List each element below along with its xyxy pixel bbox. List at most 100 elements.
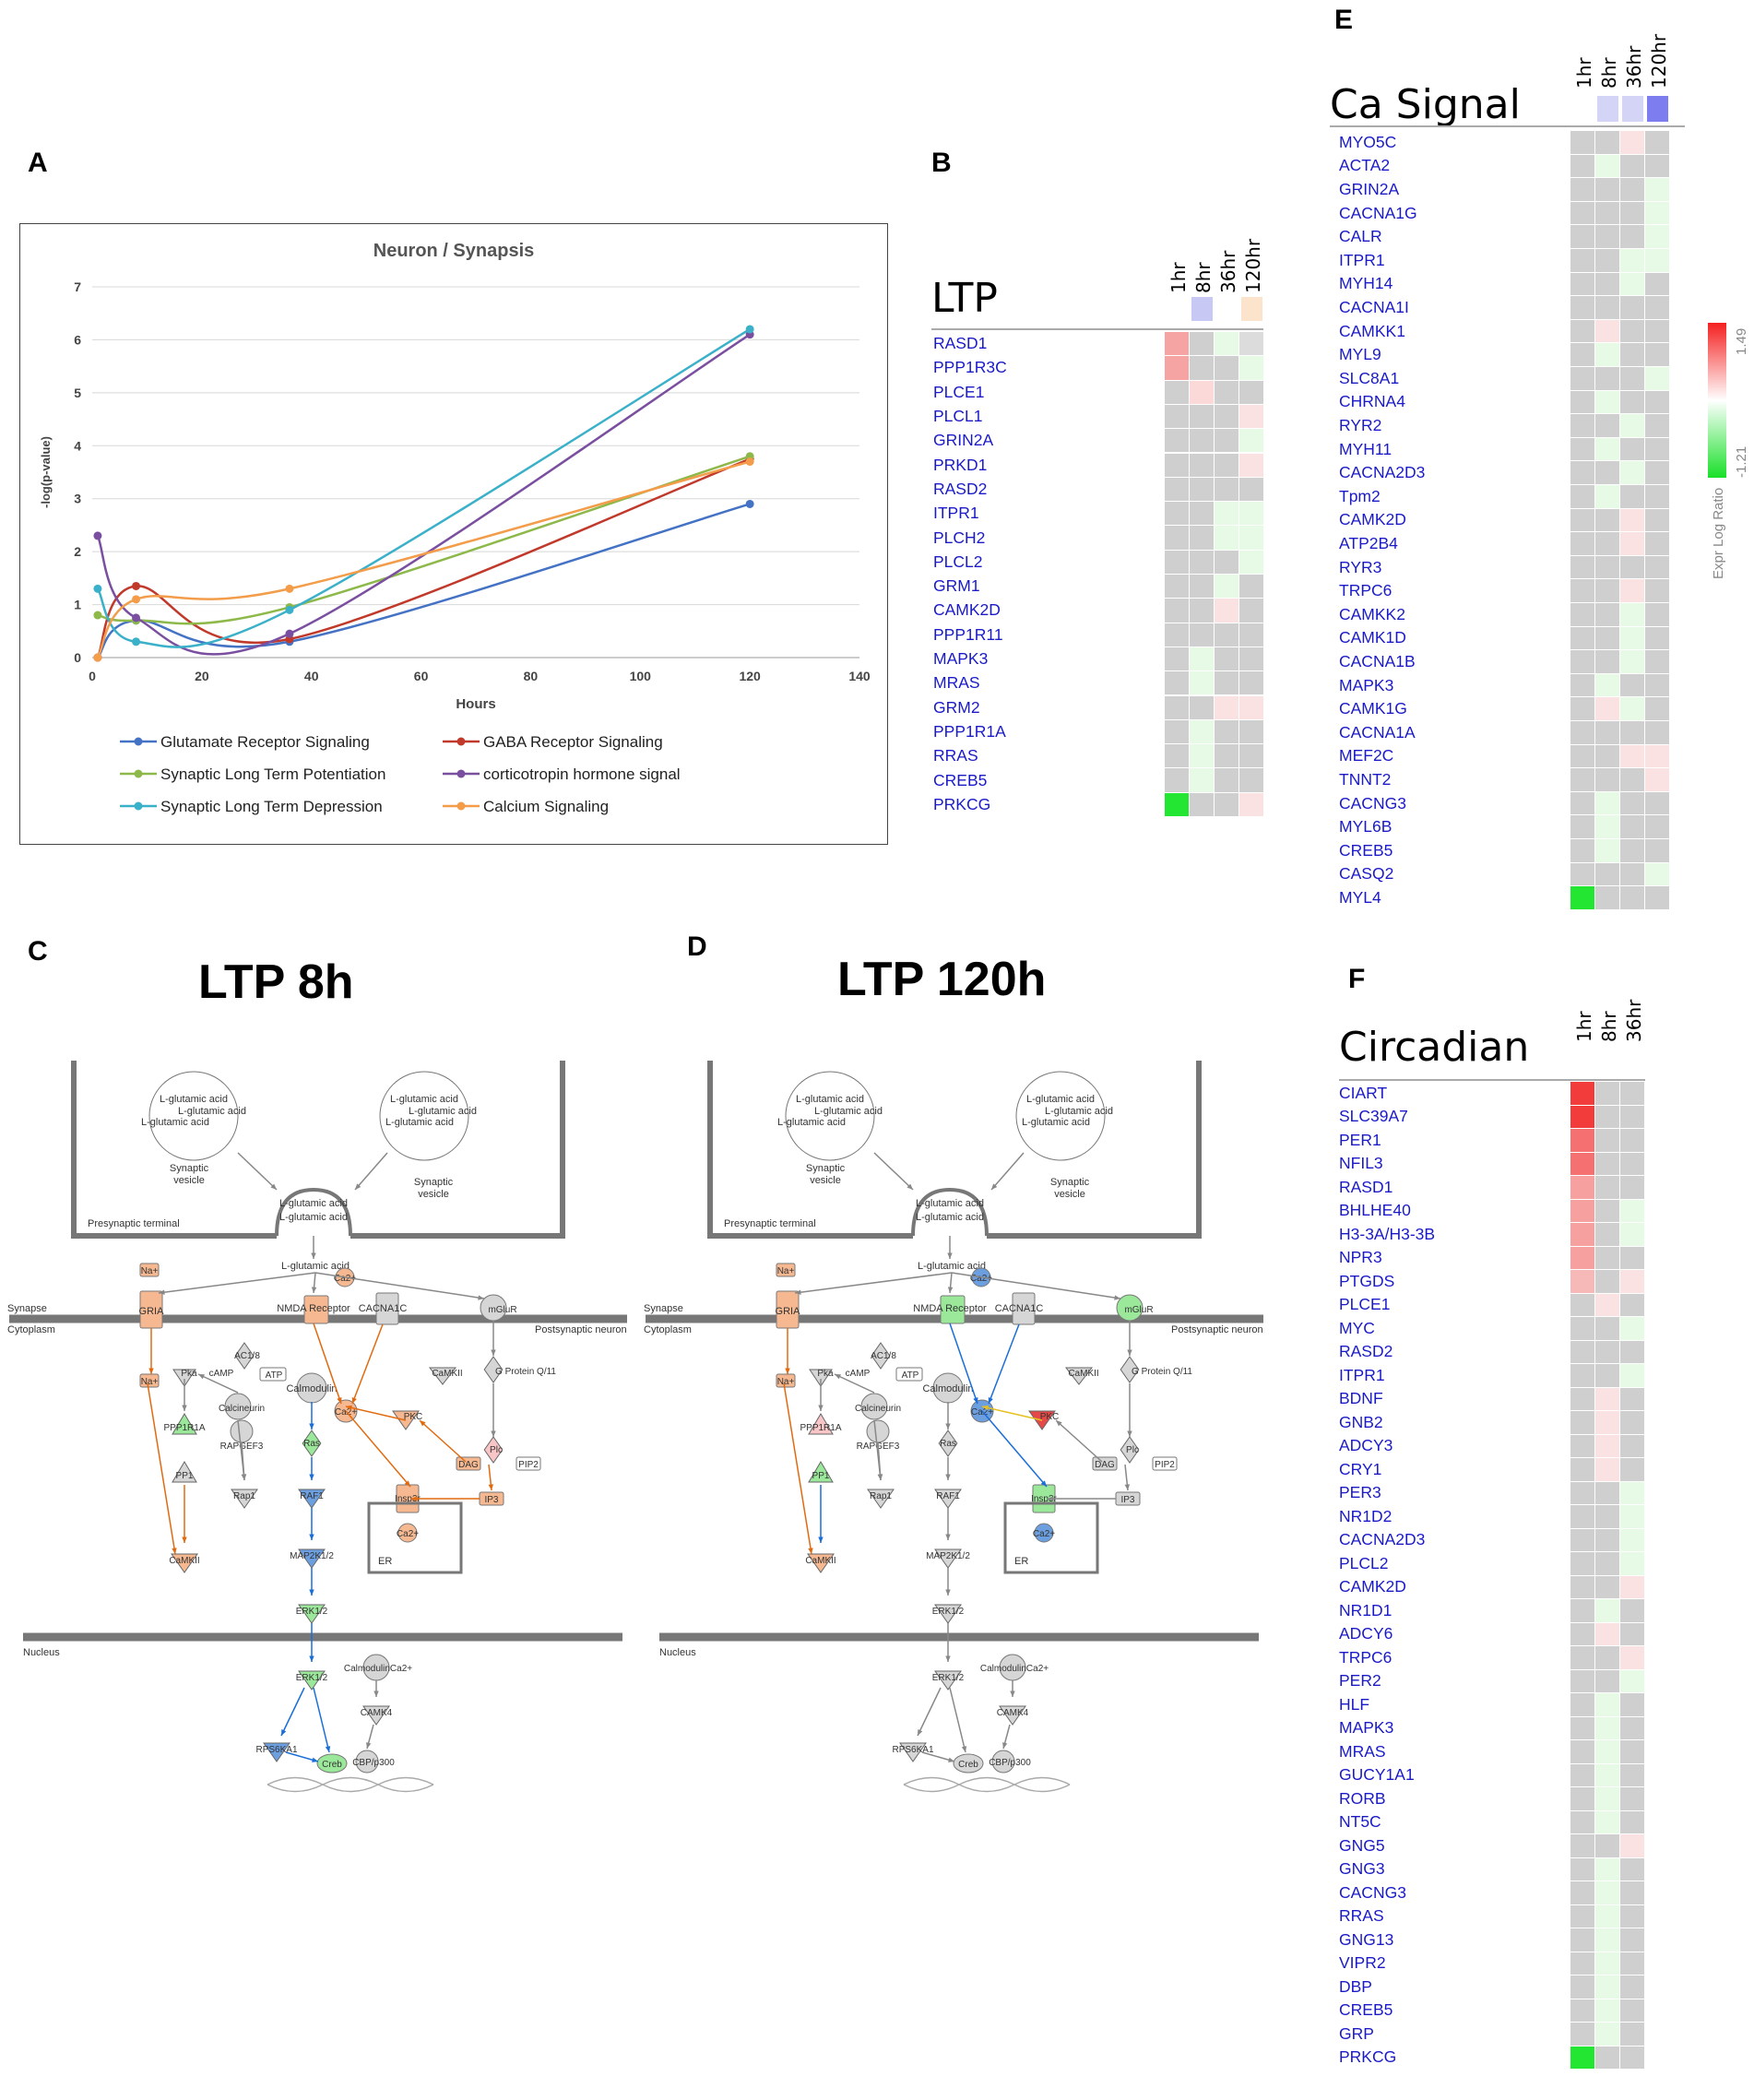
glutamate-label: L-glutamic acid xyxy=(1045,1106,1113,1117)
heatmap-cell xyxy=(1595,1458,1619,1481)
heatmap-cell xyxy=(1215,453,1238,477)
edge xyxy=(345,1410,411,1488)
heatmap-cell xyxy=(1645,272,1669,296)
heatmap-cell xyxy=(1570,1716,1594,1739)
heatmap-header-swatch xyxy=(1647,96,1668,122)
heatmap-cell xyxy=(1239,719,1263,744)
heatmap-gene-label: CACNA2D3 xyxy=(1339,463,1426,482)
heatmap-cell xyxy=(1570,1434,1594,1457)
edge xyxy=(241,1442,245,1481)
heatmap-gene-label: PLCE1 xyxy=(1339,1295,1391,1314)
edge-head xyxy=(346,1405,352,1411)
heatmap-cell xyxy=(1570,1881,1594,1904)
panel-letter-c: C xyxy=(28,936,48,967)
dag-node xyxy=(456,1456,481,1471)
edge-head xyxy=(281,1729,287,1736)
heatmap-gene-label: MRAS xyxy=(933,673,980,693)
heatmap-cell xyxy=(1165,477,1189,502)
heatmap-cell xyxy=(1620,319,1644,343)
heatmap-cell xyxy=(1570,1387,1594,1410)
rap1-label: Rap1 xyxy=(870,1491,892,1501)
presynaptic-terminal-wall xyxy=(707,1061,1202,1239)
heatmap-gene-label: ATP2B4 xyxy=(1339,534,1398,552)
heatmap-cell xyxy=(1570,1834,1594,1857)
heatmap-gene-label: CAMK1G xyxy=(1339,699,1407,718)
heatmap-cell xyxy=(1190,502,1214,526)
heatmap-cell xyxy=(1620,1270,1644,1293)
panel-letter-d: D xyxy=(687,931,707,962)
heatmap-gene-label: BHLHE40 xyxy=(1339,1201,1411,1220)
colorbar-max-label: 1.49 xyxy=(1734,327,1749,355)
edge-head xyxy=(491,1430,496,1437)
heatmap-cell xyxy=(1595,532,1619,555)
heatmap-cell xyxy=(1595,390,1619,414)
gprot-label: G Protein Q/11 xyxy=(1132,1367,1192,1377)
edge-head xyxy=(818,1536,824,1543)
heatmap-cell xyxy=(1595,1999,1619,2022)
heatmap-gene-label: MYH14 xyxy=(1339,274,1393,293)
heatmap-cell xyxy=(1620,1787,1644,1810)
camkii-node xyxy=(171,1553,198,1573)
heatmap-gene-label: CAMK2D xyxy=(1339,510,1406,529)
data-point xyxy=(132,637,141,647)
insp3r-label: Insp3r xyxy=(395,1494,421,1504)
heatmap-cell xyxy=(1239,332,1263,356)
erk-label: ERK1/2 xyxy=(932,1607,965,1617)
calcineurin-label: Calcineurin xyxy=(855,1404,901,1414)
heatmap-cell xyxy=(1595,886,1619,909)
heatmap-gene-label: CRY1 xyxy=(1339,1459,1382,1478)
rap1-node xyxy=(867,1489,895,1509)
edge xyxy=(834,1373,875,1394)
edge-head xyxy=(988,1397,993,1404)
heatmap-cell xyxy=(1620,1952,1644,1975)
heatmap-cell xyxy=(1645,650,1669,673)
heatmap-cell xyxy=(1620,862,1644,886)
heatmap-cell xyxy=(1620,1763,1644,1786)
synaptic-vesicle-label: Synaptic xyxy=(414,1177,454,1188)
heatmap-cell xyxy=(1620,1622,1644,1645)
heatmap-cell xyxy=(1570,1364,1594,1387)
heatmap-gene-label: CACNA1I xyxy=(1339,298,1409,316)
heatmap-cell xyxy=(1595,272,1619,296)
heatmap-column-header: 1hr xyxy=(1573,57,1595,89)
dna-strand xyxy=(267,1776,434,1793)
heatmap-cell xyxy=(1215,550,1238,574)
legend-swatch-marker xyxy=(134,769,143,778)
heatmap-cell xyxy=(1620,272,1644,296)
heatmap-cell xyxy=(1570,508,1594,532)
pip2-label: PIP2 xyxy=(518,1460,539,1470)
data-point xyxy=(285,605,294,614)
heatmap-cell xyxy=(1595,343,1619,366)
heatmap-cell xyxy=(1215,647,1238,671)
heatmap-cell xyxy=(1570,862,1594,886)
pp1-label: PP1 xyxy=(176,1471,194,1481)
heatmap-cell xyxy=(1595,1152,1619,1175)
heatmap-gene-label: RASD2 xyxy=(1339,1342,1393,1361)
heatmap-gene-label: MAPK3 xyxy=(1339,1718,1394,1738)
heatmap-cell xyxy=(1645,744,1669,768)
postsynaptic-neuron-label: Postsynaptic neuron xyxy=(535,1324,627,1335)
heatmap-cell xyxy=(1570,839,1594,862)
edge-head xyxy=(1056,1420,1062,1427)
heatmap-cell xyxy=(1215,380,1238,404)
heatmap-cell xyxy=(1620,886,1644,909)
heatmap-cell xyxy=(1190,575,1214,599)
presynaptic-terminal-label: Presynaptic terminal xyxy=(88,1218,180,1229)
heatmap-cell xyxy=(1645,579,1669,602)
rps6ka1-node xyxy=(899,1742,927,1762)
heatmap-cell xyxy=(1215,671,1238,695)
data-point xyxy=(93,653,102,662)
heatmap-cell xyxy=(1165,550,1189,574)
heatmap-cell xyxy=(1239,647,1263,671)
edge-head xyxy=(491,1349,496,1356)
heatmap-cell xyxy=(1570,1810,1594,1833)
heatmap-cell xyxy=(1595,1787,1619,1810)
heatmap-cell xyxy=(1190,477,1214,502)
synaptic-vesicle-label: Synaptic xyxy=(806,1163,846,1174)
heatmap-cell xyxy=(1595,1246,1619,1269)
dna-strand xyxy=(903,1776,1071,1793)
heatmap-column-header: 1hr xyxy=(1573,1011,1595,1042)
map2k-node xyxy=(298,1548,326,1569)
heatmap-cell xyxy=(1595,1881,1619,1904)
